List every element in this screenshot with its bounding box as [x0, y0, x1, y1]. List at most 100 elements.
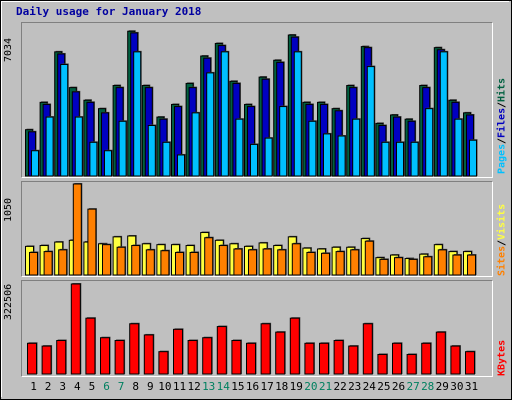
pages-bar-day-16	[250, 143, 258, 177]
pages-bar-day-21	[323, 133, 331, 177]
x-tick-label: 14	[216, 380, 230, 393]
kbytes-bar-day-30	[450, 345, 461, 375]
sites-bar-day-22	[335, 251, 345, 276]
pages-bar-day-6	[104, 150, 112, 177]
kbytes-bar-day-20	[304, 342, 315, 375]
sites-bar-day-6	[102, 244, 111, 276]
kbytes-bar-day-16	[246, 342, 256, 375]
x-tick-label: 11	[172, 380, 187, 393]
sites-bar-day-11	[175, 251, 184, 276]
x-tick-label: 13	[202, 380, 216, 393]
pages-bar-day-20	[308, 120, 317, 177]
x-tick-label: 29	[435, 380, 449, 393]
kbytes-bar-day-1	[27, 342, 37, 375]
pages-bar-day-28	[425, 108, 434, 177]
x-tick-label: 8	[132, 380, 139, 393]
kbytes-bar-day-28	[421, 342, 432, 375]
sites-bar-day-14	[218, 245, 228, 276]
kbytes-bar-day-15	[231, 340, 242, 375]
x-tick-label: 28	[421, 380, 435, 393]
x-tick-label: 25	[377, 380, 391, 393]
pages-bar-day-15	[235, 118, 244, 177]
kbytes-bar-day-19	[289, 317, 300, 375]
x-tick-label: 24	[362, 380, 376, 393]
sites-bar-day-8	[131, 245, 141, 276]
sites-bar-day-7	[116, 246, 126, 276]
kbytes-bar-day-21	[319, 342, 329, 375]
x-tick-label: 30	[450, 380, 464, 393]
kbytes-bar-day-24	[362, 323, 373, 375]
x-tick-label: 12	[187, 380, 201, 393]
kbytes-bar-day-6	[100, 337, 110, 375]
sites-bar-day-3	[58, 249, 68, 276]
kbytes-bar-day-17	[260, 323, 271, 375]
sites-bar-day-21	[321, 252, 330, 276]
x-tick-label: 9	[146, 380, 154, 393]
kbytes-bar-day-4	[70, 283, 81, 375]
kbytes-bar-day-29	[435, 331, 446, 375]
pages-bar-day-3	[60, 63, 69, 177]
kbytes-bar-day-13	[202, 337, 213, 375]
pages-bar-day-31	[469, 139, 477, 177]
sites-bar-day-15	[233, 248, 243, 276]
pages-bar-day-5	[89, 141, 98, 177]
sites-bar-day-4	[72, 183, 82, 276]
sites-bar-day-19	[291, 243, 301, 276]
sites-bar-day-27	[408, 258, 418, 276]
sites-bar-day-16	[248, 249, 257, 276]
sites-bar-day-20	[306, 251, 316, 276]
kbytes-bar-day-26	[392, 342, 402, 375]
sites-bar-day-23	[350, 249, 360, 276]
x-tick-label: 20	[304, 380, 318, 393]
pages-bar-day-22	[337, 135, 346, 177]
pages-bar-day-25	[381, 141, 390, 177]
pages-bar-day-18	[279, 106, 288, 177]
pages-bar-day-8	[133, 51, 142, 177]
kbytes-bar-day-10	[158, 351, 169, 375]
x-tick-label: 21	[318, 380, 333, 393]
x-tick-label: 1	[30, 380, 37, 393]
kbytes-bar-day-25	[377, 353, 388, 375]
x-tick-label: 19	[289, 380, 303, 393]
sites-bar-day-1	[29, 251, 38, 276]
sites-bar-day-18	[277, 249, 287, 276]
x-tick-label: 7	[117, 380, 125, 393]
kbytes-bar-day-7	[114, 340, 125, 375]
x-tick-label: 17	[260, 380, 274, 393]
sites-bar-day-31	[467, 254, 476, 276]
pages-bar-day-26	[396, 141, 404, 177]
sites-bar-day-26	[394, 257, 403, 276]
x-tick-label: 15	[231, 380, 245, 393]
kbytes-bar-day-9	[143, 334, 154, 375]
kbytes-bar-day-11	[173, 328, 183, 375]
x-tick-label: 10	[158, 380, 172, 393]
sites-bar-day-5	[87, 208, 97, 276]
x-tick-label: 16	[245, 380, 260, 393]
kbytes-bar-day-18	[275, 331, 286, 375]
kbytes-bar-day-12	[187, 340, 198, 375]
pages-bar-day-19	[293, 51, 302, 177]
sites-bar-day-2	[43, 251, 53, 276]
x-tick-label: 27	[406, 380, 420, 393]
x-tick-label: 31	[464, 380, 479, 393]
sites-bar-day-30	[452, 254, 462, 276]
pages-bar-day-27	[410, 141, 419, 177]
sites-bar-day-28	[423, 256, 433, 276]
chart-title: Daily usage for January 2018	[16, 5, 202, 18]
kbytes-bar-day-27	[406, 353, 417, 375]
x-tick-label: 2	[44, 380, 52, 393]
pages-bar-day-14	[220, 51, 229, 177]
pages-bar-day-23	[352, 118, 361, 177]
pages-bar-day-4	[74, 116, 83, 177]
pages-bar-day-30	[454, 118, 463, 177]
sites-bar-day-13	[204, 237, 214, 276]
kbytes-bar-day-23	[348, 345, 359, 375]
kbytes-bar-day-5	[85, 317, 96, 375]
sites-bar-day-25	[379, 258, 389, 276]
x-tick-label: 23	[348, 380, 362, 393]
pages-bar-day-13	[206, 72, 215, 177]
pages-bar-day-24	[366, 66, 375, 177]
pages-bar-day-2	[45, 116, 54, 177]
x-tick-label: 26	[391, 380, 406, 393]
